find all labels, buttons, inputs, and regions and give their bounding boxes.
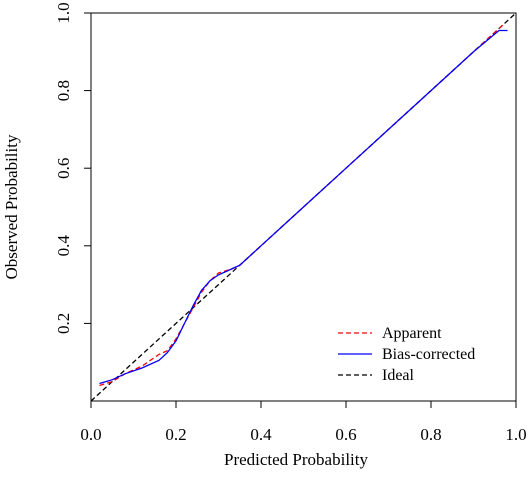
legend-label: Ideal <box>382 367 415 384</box>
y-tick-label: 0.2 <box>54 313 73 334</box>
x-tick-label: 0.6 <box>335 425 356 444</box>
legend-label: Bias-corrected <box>382 346 475 363</box>
x-axis-title: Predicted Probability <box>224 450 369 469</box>
y-axis-title: Observed Probability <box>2 134 21 279</box>
series-line-bias-corrected <box>99 29 508 385</box>
x-tick-label: 0.0 <box>80 425 101 444</box>
y-tick-label: 0.4 <box>54 235 73 257</box>
y-axis: 0.2 0.4 0.6 0.8 1.0 <box>54 2 91 334</box>
x-axis: 0.0 0.2 0.4 0.6 0.8 1.0 <box>80 401 527 444</box>
x-tick-label: 0.8 <box>420 425 441 444</box>
x-tick-label: 1.0 <box>505 425 526 444</box>
legend-label: Apparent <box>382 325 442 342</box>
legend: Apparent Bias-corrected Ideal <box>338 325 475 384</box>
y-tick-label: 0.6 <box>54 158 73 179</box>
x-tick-label: 0.4 <box>250 425 272 444</box>
y-tick-label: 0.8 <box>54 80 73 101</box>
y-tick-label: 1.0 <box>54 2 73 23</box>
x-tick-label: 0.2 <box>165 425 186 444</box>
series-line-apparent <box>99 24 504 387</box>
series-layer <box>90 12 517 402</box>
plot-frame <box>90 12 517 402</box>
